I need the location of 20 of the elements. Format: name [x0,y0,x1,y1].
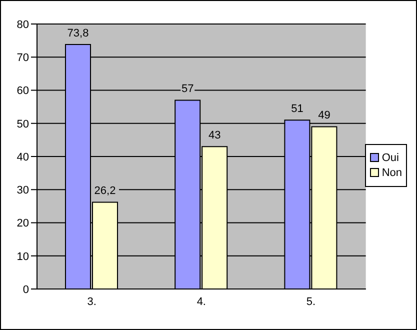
y-tick-label: 10 [16,250,29,263]
y-tick-label: 50 [16,118,29,130]
data-label: 49 [318,110,330,122]
y-tick-label: 60 [16,85,29,98]
y-tick-label: 80 [16,18,29,31]
x-tick-label: 4. [196,296,206,308]
y-tick-label: 0 [22,284,29,296]
data-label: 73,8 [67,28,89,40]
x-tick-label: 3. [87,296,96,308]
legend-label: Oui [382,152,399,164]
legend-label: Non [382,166,402,178]
x-tick-label: 5. [306,296,316,308]
y-tick-label: 30 [16,184,29,197]
y-tick-label: 70 [16,52,29,64]
y-tick-label: 40 [16,151,29,164]
data-label: 57 [181,83,194,96]
data-label: 51 [291,103,304,116]
data-label: 26,2 [94,185,116,198]
y-tick-label: 20 [16,218,29,230]
data-label: 43 [208,130,221,142]
